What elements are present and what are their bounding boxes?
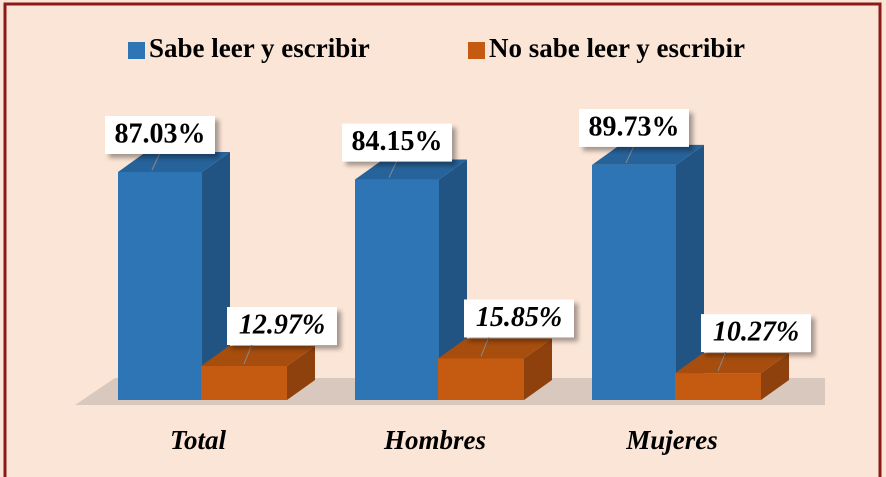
label-box	[579, 108, 689, 147]
leader-line	[480, 336, 490, 357]
label-box	[701, 314, 811, 353]
data-label: 89.73%	[589, 111, 680, 142]
legend-label: No sabe leer y escribir	[489, 33, 745, 63]
label-box	[464, 299, 574, 338]
leader-line	[625, 145, 635, 164]
data-label: 87.03%	[115, 118, 206, 149]
data-label: 12.97%	[239, 309, 325, 340]
bar-top	[592, 144, 704, 165]
bar-side	[524, 338, 552, 400]
bar	[675, 373, 761, 400]
bar-side	[287, 346, 315, 400]
data-label: 15.85%	[476, 302, 562, 333]
x-tick-label: Hombres	[383, 425, 486, 455]
data-label: 84.15%	[352, 126, 443, 157]
bar	[592, 164, 676, 400]
bar-top	[438, 338, 552, 359]
bar-top	[201, 346, 315, 367]
bar	[438, 358, 524, 400]
legend-swatch	[128, 42, 145, 59]
x-tick-label: Total	[170, 425, 227, 455]
bar	[201, 366, 287, 400]
leader-line	[388, 160, 398, 178]
leader-line	[243, 343, 253, 365]
label-box	[227, 307, 337, 346]
label-box	[342, 123, 452, 162]
bar-side	[676, 144, 704, 400]
bar-top	[118, 151, 230, 172]
border	[3, 2, 882, 477]
data-label: 10.27%	[713, 317, 799, 348]
bar-top	[675, 353, 789, 374]
legend-label: Sabe leer y escribir	[149, 33, 370, 63]
bar	[355, 179, 439, 400]
bar-side	[202, 151, 230, 400]
leader-line	[717, 350, 727, 372]
bar-side	[761, 353, 789, 400]
x-tick-label: Mujeres	[625, 425, 718, 455]
label-box	[105, 115, 215, 154]
legend-swatch	[468, 42, 485, 59]
bar	[118, 171, 202, 400]
leader-line	[151, 152, 161, 171]
bar-side	[439, 159, 467, 400]
bar-top	[355, 159, 467, 180]
